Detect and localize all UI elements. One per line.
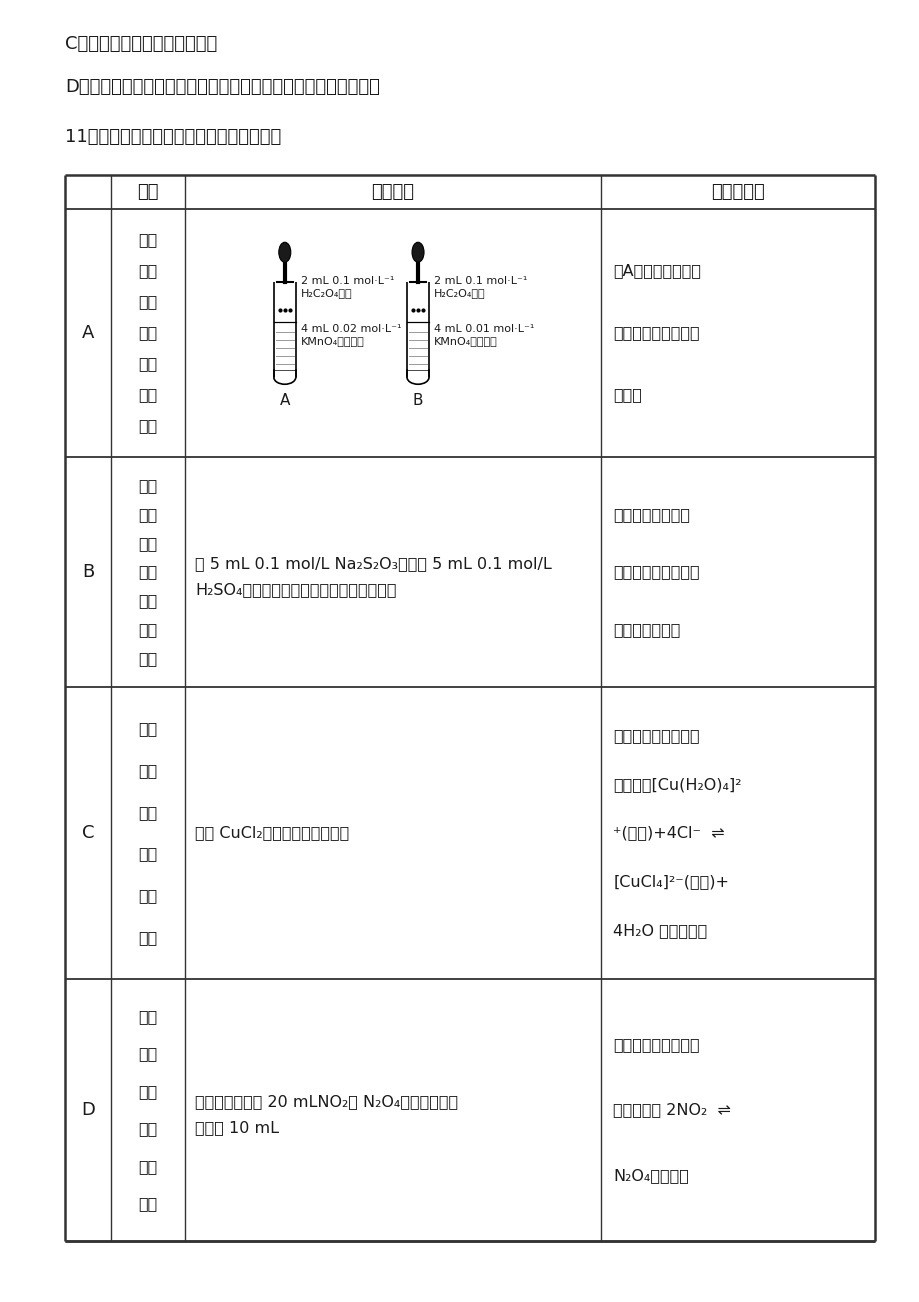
- Text: 温度: 温度: [138, 763, 157, 777]
- Text: 率越快: 率越快: [613, 388, 641, 402]
- Text: 4 mL 0.01 mol·L⁻¹: 4 mL 0.01 mol·L⁻¹: [434, 324, 534, 335]
- Text: 影响: 影响: [138, 930, 157, 945]
- Text: [CuCl₄]²⁻(黄色)+: [CuCl₄]²⁻(黄色)+: [613, 874, 729, 889]
- Text: 若热水中先出现浑: 若热水中先出现浑: [613, 506, 689, 522]
- Text: ⁺(蓝色)+4Cl⁻  ⇌: ⁺(蓝色)+4Cl⁻ ⇌: [613, 825, 724, 841]
- Text: 4H₂O 是吸热反应: 4H₂O 是吸热反应: [613, 923, 707, 937]
- Text: 应速: 应速: [138, 357, 157, 371]
- Text: 11．下列方案设计、现象和结论都正确的是: 11．下列方案设计、现象和结论都正确的是: [65, 128, 281, 146]
- Text: 探究: 探究: [138, 1009, 157, 1023]
- Text: H₂C₂O₄溶液: H₂C₂O₄溶液: [301, 288, 352, 298]
- Text: 浊，则温度越高，化: 浊，则温度越高，化: [613, 565, 699, 579]
- Text: 对化: 对化: [138, 535, 157, 551]
- Text: N₂O₄正向移动: N₂O₄正向移动: [613, 1168, 688, 1184]
- Text: H₂C₂O₄溶液: H₂C₂O₄溶液: [434, 288, 485, 298]
- Text: 加热 CuCl₂溶液，观察颜色变化: 加热 CuCl₂溶液，观察颜色变化: [195, 825, 348, 841]
- Text: 率的: 率的: [138, 622, 157, 637]
- Text: 若颜色变浅，则增大: 若颜色变浅，则增大: [613, 1036, 699, 1052]
- Text: 浓度: 浓度: [138, 263, 157, 279]
- Text: KMnO₄酸性溶液: KMnO₄酸性溶液: [434, 336, 497, 346]
- Text: 学平: 学平: [138, 1121, 157, 1137]
- Text: 学反应速率越快: 学反应速率越快: [613, 622, 680, 637]
- Text: 探究: 探究: [138, 233, 157, 247]
- Text: 对化: 对化: [138, 1083, 157, 1099]
- Text: 取 5 mL 0.1 mol/L Na₂S₂O₃溶液和 5 mL 0.1 mol/L: 取 5 mL 0.1 mol/L Na₂S₂O₃溶液和 5 mL 0.1 mol…: [195, 556, 551, 572]
- Text: 方案设计: 方案设计: [371, 184, 414, 201]
- Text: 学平: 学平: [138, 846, 157, 862]
- Text: 对化: 对化: [138, 805, 157, 820]
- Text: 影响: 影响: [138, 418, 157, 434]
- Text: 若溶液由蓝色变为黄: 若溶液由蓝色变为黄: [613, 728, 699, 743]
- Text: 若A组褪色快，则浓: 若A组褪色快，则浓: [613, 263, 700, 279]
- Text: 影响: 影响: [138, 1197, 157, 1211]
- Text: 探究: 探究: [138, 478, 157, 493]
- Text: 目的: 目的: [137, 184, 159, 201]
- Text: 衡的: 衡的: [138, 888, 157, 904]
- Text: A: A: [279, 393, 289, 409]
- Text: D: D: [81, 1101, 95, 1118]
- Ellipse shape: [412, 242, 424, 262]
- Text: 压强: 压强: [138, 1047, 157, 1061]
- Text: B: B: [82, 562, 94, 581]
- Text: H₂SO₄溶液混合后，分别放入冷水和热水中: H₂SO₄溶液混合后，分别放入冷水和热水中: [195, 582, 396, 598]
- Text: 影响: 影响: [138, 651, 157, 665]
- Text: 学反: 学反: [138, 326, 157, 341]
- Text: D．若两容器内气体的压强保持不变，均说明反应已达到平衡状态: D．若两容器内气体的压强保持不变，均说明反应已达到平衡状态: [65, 78, 380, 96]
- Text: 2 mL 0.1 mol·L⁻¹: 2 mL 0.1 mol·L⁻¹: [301, 276, 393, 286]
- Text: 压强，平衡 2NO₂  ⇌: 压强，平衡 2NO₂ ⇌: [613, 1103, 731, 1117]
- Text: C．达到平衡后转化率：甲＜乙: C．达到平衡后转化率：甲＜乙: [65, 35, 217, 53]
- Text: 温度: 温度: [138, 506, 157, 522]
- Text: 绿色，则[Cu(H₂O)₄]²: 绿色，则[Cu(H₂O)₄]²: [613, 777, 741, 792]
- Text: 应速: 应速: [138, 594, 157, 608]
- Text: 4 mL 0.02 mol·L⁻¹: 4 mL 0.02 mol·L⁻¹: [301, 324, 401, 335]
- Text: 学反: 学反: [138, 565, 157, 579]
- Text: 衡的: 衡的: [138, 1159, 157, 1173]
- Text: 现象和结论: 现象和结论: [710, 184, 765, 201]
- Text: C: C: [82, 824, 95, 842]
- Text: 度越高，化学反应速: 度越高，化学反应速: [613, 326, 699, 341]
- Text: 用注射器中抽取 20 mLNO₂和 N₂O₄的混合气体，: 用注射器中抽取 20 mLNO₂和 N₂O₄的混合气体，: [195, 1094, 458, 1109]
- Text: 压缩至 10 mL: 压缩至 10 mL: [195, 1120, 278, 1135]
- Ellipse shape: [278, 242, 290, 262]
- Text: 对化: 对化: [138, 294, 157, 310]
- Text: B: B: [413, 393, 423, 409]
- Text: 率的: 率的: [138, 388, 157, 402]
- Text: KMnO₄酸性溶液: KMnO₄酸性溶液: [301, 336, 364, 346]
- Text: 2 mL 0.1 mol·L⁻¹: 2 mL 0.1 mol·L⁻¹: [434, 276, 527, 286]
- Text: 探究: 探究: [138, 721, 157, 736]
- Text: A: A: [82, 324, 94, 342]
